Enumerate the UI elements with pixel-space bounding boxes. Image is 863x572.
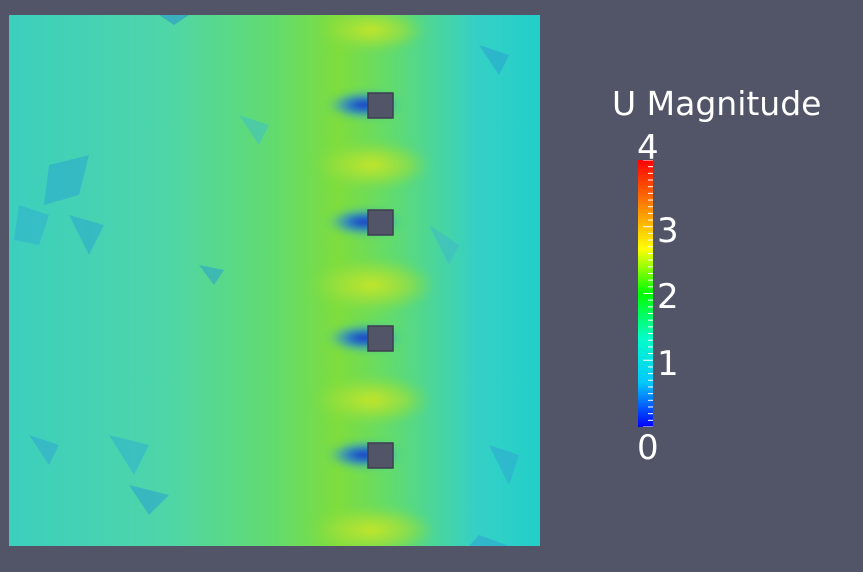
turbulence-patches xyxy=(14,15,519,546)
obstacles xyxy=(367,92,394,469)
jet-regions xyxy=(306,15,436,546)
obstacle-4 xyxy=(367,442,394,469)
colorbar-minor-ticks xyxy=(643,160,653,427)
colorbar-tick-1: 1 xyxy=(657,344,679,384)
colorbar-tick-3: 3 xyxy=(657,211,679,251)
colorbar-tick-4: 4 xyxy=(637,128,659,168)
obstacle-3 xyxy=(367,325,394,352)
colorbar-tick-2: 2 xyxy=(657,277,679,317)
colorbar-title: U Magnitude xyxy=(612,84,822,123)
field-background xyxy=(9,15,540,546)
colorbar[interactable] xyxy=(638,160,653,427)
colorbar-tick-0: 0 xyxy=(637,428,659,468)
velocity-field-plot[interactable] xyxy=(9,15,540,546)
obstacle-2 xyxy=(367,209,394,236)
obstacle-1 xyxy=(367,92,394,119)
